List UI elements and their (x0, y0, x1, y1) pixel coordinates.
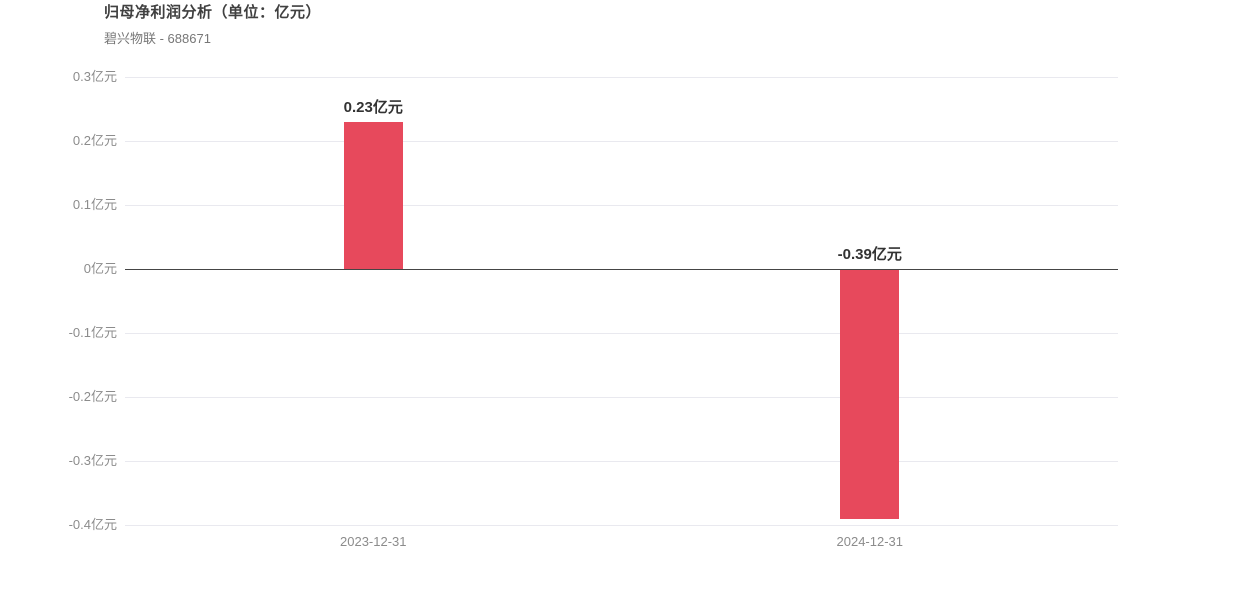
gridline (125, 205, 1118, 206)
bar-value-label: 0.23亿元 (343, 98, 403, 116)
chart-header: 归母净利润分析（单位：亿元） 碧兴物联 - 688671 (104, 3, 321, 48)
y-tick-label: 0.1亿元 (72, 197, 117, 212)
y-tick-label: 0亿元 (83, 261, 117, 276)
y-tick-label: -0.4亿元 (68, 517, 117, 532)
zero-axis-line (125, 269, 1118, 270)
x-tick-label: 2024-12-31 (836, 534, 904, 549)
bar-2024-12-31[interactable] (840, 269, 900, 519)
plot-area: 0.23亿元 2023-12-31 -0.39亿元 2024-12-31 (125, 77, 1118, 549)
gridline (125, 333, 1118, 334)
chart-title: 归母净利润分析（单位：亿元） (104, 4, 322, 21)
y-tick-label: 0.3亿元 (72, 69, 117, 84)
bar-2023-12-31[interactable] (343, 121, 403, 269)
bar-value-label: -0.39亿元 (837, 246, 902, 263)
gridline (125, 141, 1118, 142)
x-tick-label: 2023-12-31 (340, 534, 407, 549)
gridline (125, 525, 1118, 526)
y-tick-label: 0.2亿元 (72, 133, 117, 148)
gridline (125, 77, 1118, 78)
y-tick-label: -0.2亿元 (68, 389, 117, 404)
y-tick-label: -0.3亿元 (68, 453, 117, 468)
gridline (125, 397, 1118, 398)
y-tick-label: -0.1亿元 (68, 325, 117, 340)
gridline (125, 461, 1118, 462)
y-axis: 0.3亿元 0.2亿元 0.1亿元 0亿元 -0.1亿元 -0.2亿元 -0.3亿元 -0.4… (0, 69, 117, 532)
chart-subtitle: 碧兴物联 - 688671 (104, 31, 211, 46)
